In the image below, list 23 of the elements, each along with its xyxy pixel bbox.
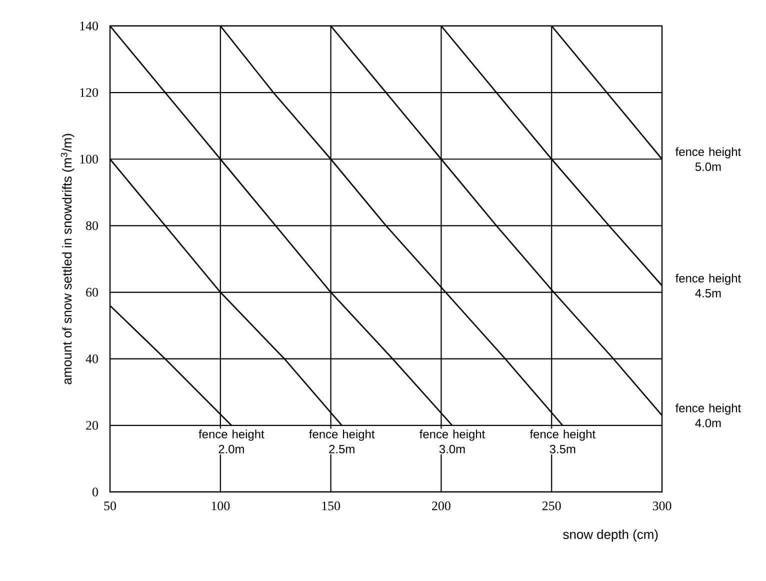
series-label: fence height 2.5m (309, 430, 375, 454)
series-label: fence height 2.0m (198, 430, 264, 454)
y-tick-label: 40 (86, 354, 98, 364)
y-tick-label: 0 (92, 488, 98, 496)
x-tick-label: 100 (212, 502, 230, 510)
x-axis-title: snow depth (cm) (563, 530, 658, 542)
x-tick-label: 300 (652, 502, 672, 510)
y-axis-title: amount of snow settled in snowdrifts (m$^{3}$/m) (60, 134, 74, 384)
y-tick-label: 120 (80, 88, 98, 97)
y-tick-label: 140 (80, 22, 98, 30)
y-tick-label: 80 (86, 221, 98, 230)
series-label: fence height 4.0m (675, 404, 742, 428)
series-label: fence height 3.5m (530, 430, 596, 454)
x-tick-label: 250 (542, 502, 561, 510)
y-tick-label: 20 (86, 421, 98, 430)
series-label: fence height 5.0m (675, 147, 742, 171)
x-tick-label: 150 (322, 502, 340, 510)
x-tick-label: 200 (432, 502, 450, 510)
y-tick-label: 100 (80, 154, 98, 164)
y-tick-label: 60 (86, 288, 98, 297)
series-label: fence height 3.0m (420, 430, 486, 454)
x-tick-label: 50 (104, 502, 116, 510)
series-label: fence height 4.5m (675, 274, 742, 298)
